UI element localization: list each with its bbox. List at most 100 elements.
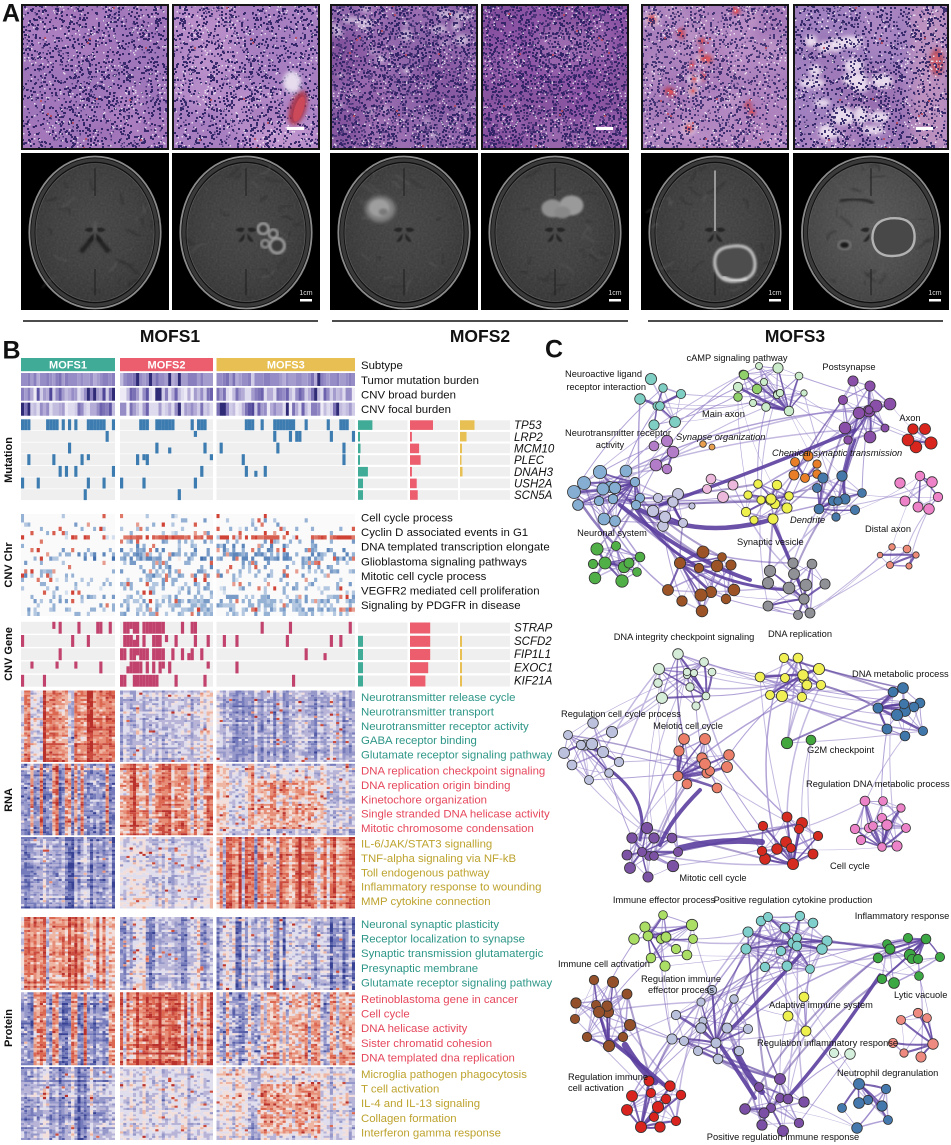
svg-text:Protein: Protein [3, 1009, 15, 1047]
svg-text:Glutamate receptor signaling p: Glutamate receptor signaling pathway [361, 977, 553, 989]
svg-text:Meiotic cell cycle: Meiotic cell cycle [653, 721, 723, 731]
svg-text:RNA: RNA [3, 788, 15, 812]
svg-text:B: B [3, 337, 21, 365]
svg-text:KIF21A: KIF21A [514, 676, 553, 688]
svg-text:Chemical synaptic transmission: Chemical synaptic transmission [772, 448, 902, 458]
svg-text:MOFS3: MOFS3 [765, 326, 826, 346]
svg-text:1cm: 1cm [608, 290, 621, 297]
svg-text:Mitotic cell cycle: Mitotic cell cycle [679, 873, 746, 883]
svg-text:Immune cell activation: Immune cell activation [558, 959, 650, 969]
svg-text:CNV Chr: CNV Chr [3, 542, 15, 588]
svg-text:Sister chromatid cohesion: Sister chromatid cohesion [361, 1038, 492, 1050]
svg-text:1cm: 1cm [768, 290, 781, 297]
svg-text:Mitotic cell cycle process: Mitotic cell cycle process [361, 571, 487, 583]
svg-text:Inflammatory response: Inflammatory response [855, 911, 950, 921]
svg-text:DNA replication origin binding: DNA replication origin binding [361, 780, 510, 792]
svg-text:DNA integrity checkpoint signa: DNA integrity checkpoint signaling [614, 632, 755, 642]
svg-text:Regulation DNA metabolic proce: Regulation DNA metabolic process [806, 779, 950, 789]
svg-text:Neurotransmitter release cycle: Neurotransmitter release cycle [361, 692, 515, 704]
svg-text:Neurotransmitter transport: Neurotransmitter transport [361, 706, 495, 718]
svg-text:Receptor localization to synap: Receptor localization to synapse [361, 934, 525, 946]
svg-text:MOFS2: MOFS2 [450, 326, 511, 346]
svg-text:Mitotic chromosome condensatio: Mitotic chromosome condensation [361, 823, 534, 835]
svg-text:Cell cycle process: Cell cycle process [361, 513, 453, 525]
svg-text:Toll endogenous pathway: Toll endogenous pathway [361, 867, 490, 879]
svg-text:Neutrophil degranulation: Neutrophil degranulation [837, 1068, 938, 1078]
svg-text:TNF-alpha signaling via NF-kB: TNF-alpha signaling via NF-kB [361, 853, 516, 865]
svg-text:Glutamate receptor signaling p: Glutamate receptor signaling pathway [361, 750, 553, 762]
svg-text:PLEC: PLEC [514, 455, 545, 467]
svg-text:Cyclin D associated events in: Cyclin D associated events in G1 [361, 527, 528, 539]
svg-text:MCM10: MCM10 [514, 444, 555, 456]
svg-text:Lytic vacuole: Lytic vacuole [894, 990, 947, 1000]
svg-text:Positive regulation cytokine p: Positive regulation cytokine production [714, 895, 873, 905]
svg-text:SCN5A: SCN5A [514, 490, 553, 502]
svg-text:USH2A: USH2A [514, 478, 553, 490]
svg-text:Neuronal system: Neuronal system [577, 528, 647, 538]
svg-text:cAMP signaling pathway: cAMP signaling pathway [686, 353, 787, 363]
svg-text:Inflammatory response to wound: Inflammatory response to wounding [361, 882, 541, 894]
svg-text:LRP2: LRP2 [514, 432, 543, 444]
svg-text:Retinoblastoma gene in cancer: Retinoblastoma gene in cancer [361, 994, 518, 1006]
svg-text:Postsynapse: Postsynapse [822, 362, 875, 372]
svg-text:receptor interaction: receptor interaction [566, 382, 646, 392]
svg-text:MOFS3: MOFS3 [267, 359, 305, 371]
svg-text:Signaling by PDGFR in disease: Signaling by PDGFR in disease [361, 600, 521, 612]
svg-text:effector process: effector process [648, 985, 714, 995]
svg-text:Distal axon: Distal axon [865, 524, 911, 534]
svg-text:MOFS2: MOFS2 [148, 359, 186, 371]
svg-text:TP53: TP53 [514, 420, 542, 432]
svg-text:Cell cycle: Cell cycle [830, 861, 870, 871]
svg-text:T cell activation: T cell activation [361, 1084, 439, 1096]
svg-text:G2M checkpoint: G2M checkpoint [807, 745, 875, 755]
svg-text:Microglia pathogen phagocytosi: Microglia pathogen phagocytosis [361, 1069, 527, 1081]
svg-text:MOFS1: MOFS1 [49, 359, 87, 371]
svg-text:DNA metabolic process: DNA metabolic process [852, 669, 949, 679]
svg-text:Collagen formation: Collagen formation [361, 1113, 457, 1125]
svg-text:FIP1L1: FIP1L1 [514, 649, 551, 661]
svg-text:CNV broad burden: CNV broad burden [361, 390, 456, 402]
svg-text:Regulation immune: Regulation immune [568, 1072, 648, 1082]
svg-text:Single stranded DNA helicase a: Single stranded DNA helicase activity [361, 809, 550, 821]
svg-text:Neurotransmitter receptor acti: Neurotransmitter receptor activity [361, 721, 529, 733]
svg-text:Neurotransmitter receptor: Neurotransmitter receptor [565, 428, 671, 438]
svg-text:Glioblastoma signaling pathway: Glioblastoma signaling pathways [361, 556, 527, 568]
svg-text:Synaptic transmission glutamat: Synaptic transmission glutamatergic [361, 948, 544, 960]
svg-text:DNA replication: DNA replication [768, 629, 832, 639]
svg-text:DNA replication checkpoint sig: DNA replication checkpoint signaling [361, 766, 545, 778]
svg-text:Dendrite: Dendrite [790, 515, 825, 525]
svg-text:GABA receptor binding: GABA receptor binding [361, 735, 477, 747]
svg-text:Neuroactive ligand: Neuroactive ligand [565, 369, 642, 379]
svg-text:Positive regulation immune res: Positive regulation immune response [707, 1132, 859, 1142]
svg-text:Synaptic vesicle: Synaptic vesicle [737, 537, 804, 547]
svg-text:Regulation immune: Regulation immune [641, 974, 721, 984]
svg-text:VEGFR2 mediated cell prolifera: VEGFR2 mediated cell proliferation [361, 586, 540, 598]
svg-text:Regulation inflammatory respon: Regulation inflammatory response [757, 1038, 898, 1048]
svg-text:DNA helicase activity: DNA helicase activity [361, 1023, 468, 1035]
svg-text:Adaptive immune system: Adaptive immune system [769, 1000, 873, 1010]
svg-text:A: A [2, 0, 20, 28]
svg-text:DNA templated transcription el: DNA templated transcription elongate [361, 542, 550, 554]
svg-text:Regulation cell cycle process: Regulation cell cycle process [561, 709, 681, 719]
svg-text:MMP cytokine connection: MMP cytokine connection [361, 896, 491, 908]
svg-text:CNV Gene: CNV Gene [3, 627, 15, 681]
svg-text:Interferon gamma response: Interferon gamma response [361, 1127, 501, 1139]
svg-text:SCFD2: SCFD2 [514, 636, 552, 648]
svg-text:Synapse organization: Synapse organization [676, 432, 765, 442]
svg-text:Tumor mutation burden: Tumor mutation burden [361, 375, 479, 387]
svg-text:1cm: 1cm [299, 290, 312, 297]
svg-text:IL-4 and IL-13 signaling: IL-4 and IL-13 signaling [361, 1098, 480, 1110]
svg-text:cell activation: cell activation [568, 1083, 624, 1093]
svg-text:Presynaptic membrane: Presynaptic membrane [361, 963, 478, 975]
svg-text:1cm: 1cm [928, 290, 941, 297]
svg-text:Main axon: Main axon [702, 409, 745, 419]
svg-text:Neuronal synaptic plasticity: Neuronal synaptic plasticity [361, 919, 499, 931]
svg-text:Axon: Axon [899, 413, 920, 423]
svg-text:activity: activity [596, 440, 625, 450]
svg-text:DNA templated dna replication: DNA templated dna replication [361, 1052, 515, 1064]
svg-text:DNAH3: DNAH3 [514, 467, 554, 479]
svg-text:Subtype: Subtype [361, 360, 403, 372]
svg-text:Immune effector process: Immune effector process [613, 895, 715, 905]
svg-text:CNV focal burden: CNV focal burden [361, 404, 451, 416]
svg-text:EXOC1: EXOC1 [514, 662, 553, 674]
